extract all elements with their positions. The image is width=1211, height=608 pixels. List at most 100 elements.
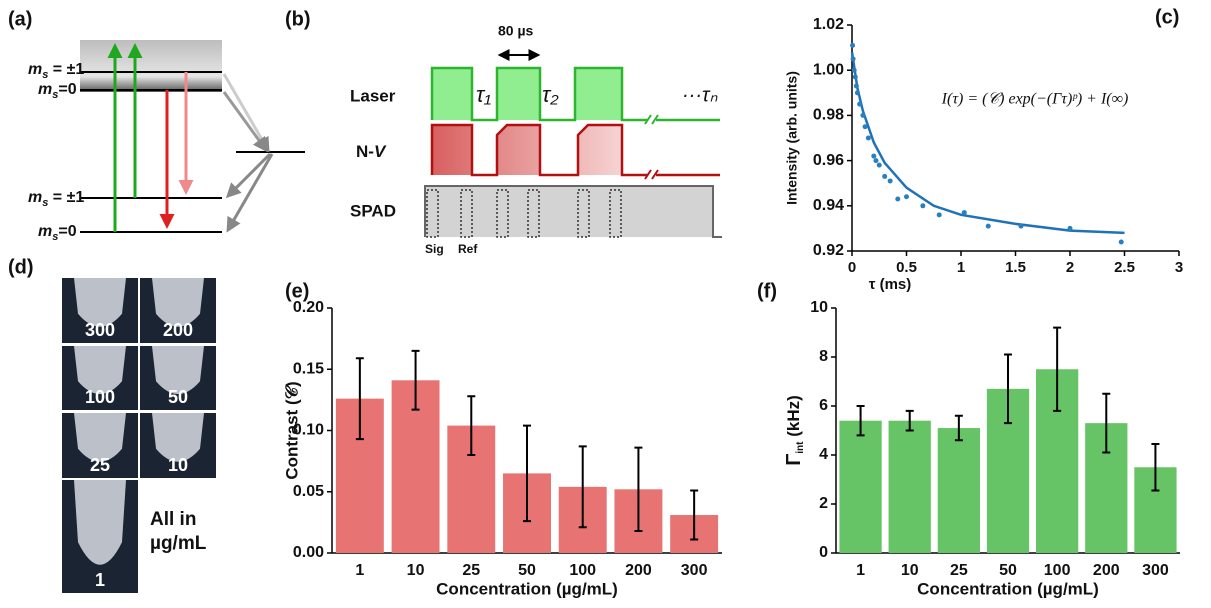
row-label: V	[374, 142, 387, 161]
level-label: ms=0	[38, 223, 77, 243]
data-point	[936, 212, 942, 218]
data-point	[860, 112, 866, 118]
y-axis-label: Γint (kHz)	[783, 395, 805, 466]
label-part: int	[795, 441, 806, 454]
data-point	[895, 196, 901, 202]
tube	[74, 413, 126, 462]
data-point	[865, 135, 871, 141]
data-point	[876, 162, 882, 168]
y-tick-label: 0.98	[813, 107, 844, 124]
tube-label: 10	[168, 455, 188, 475]
data-point	[862, 124, 868, 130]
gate-label: Ref	[458, 242, 478, 256]
excited-band	[80, 40, 222, 92]
error-bar	[578, 445, 587, 529]
x-tick-label: 100	[569, 562, 596, 579]
error-bar	[1053, 326, 1062, 412]
data-point	[887, 178, 893, 184]
laser-trace	[430, 66, 648, 122]
x-tick-label: 200	[1093, 562, 1120, 579]
gate-boxes	[426, 189, 622, 238]
x-tick-label: 1.5	[1005, 259, 1026, 276]
panel-label: (c)	[1155, 6, 1179, 28]
x-tick-label: 2	[1066, 259, 1074, 276]
arrow	[222, 73, 270, 153]
period-label: 80 µs	[498, 23, 534, 39]
axis-break	[644, 169, 659, 180]
tau-label: τ₂	[542, 82, 559, 107]
label-part: = ±1	[48, 61, 84, 78]
x-axis-label: Concentration (µg/mL)	[436, 579, 618, 598]
bar	[839, 420, 882, 553]
y-tick-label: 2	[819, 495, 828, 512]
data-point	[853, 83, 859, 89]
tau-label: τ₁	[476, 82, 491, 107]
error-bar	[411, 349, 420, 411]
data-point	[873, 158, 879, 164]
arrow	[226, 153, 274, 233]
row-label: SPAD	[350, 201, 396, 220]
x-tick-label: 100	[1044, 562, 1071, 579]
y-axis-label: Contrast (𝒞)	[282, 381, 301, 479]
data-point	[854, 90, 860, 96]
label-part: = ±1	[48, 189, 84, 206]
x-tick-label: 1	[355, 562, 364, 579]
energy-diagram: (a)	[8, 8, 305, 233]
x-tick-label: 50	[518, 562, 536, 579]
x-axis-label: Concentration (µg/mL)	[917, 579, 1099, 598]
label-part: m	[28, 189, 42, 206]
error-bar	[634, 446, 643, 532]
arrow	[225, 152, 272, 199]
data-point	[851, 67, 857, 73]
error-bar	[905, 409, 914, 432]
tube	[152, 278, 204, 327]
panel-label: (e)	[285, 280, 309, 302]
y-tick-label: 0.00	[293, 544, 324, 561]
x-tick-label: 50	[999, 562, 1017, 579]
data-point	[1118, 239, 1124, 245]
gate-label: Sig	[425, 242, 444, 256]
label-part: s	[52, 89, 58, 101]
x-axis-label: τ (ms)	[869, 276, 912, 293]
data-point	[857, 101, 863, 107]
x-tick-label: 25	[950, 562, 968, 579]
x-tick-label: 200	[625, 562, 652, 579]
label-part: m	[38, 223, 52, 240]
y-tick-label: 0.15	[293, 360, 324, 377]
tube	[74, 278, 126, 327]
data-point	[904, 194, 909, 200]
x-tick-label: 3	[1175, 259, 1183, 276]
x-tick-label: 1	[856, 562, 865, 579]
panel-label: (a)	[8, 8, 32, 30]
y-tick-label: 1.00	[813, 61, 844, 78]
photo-grid: (d) All in µg/mL 300 200 100 50 25 10 1	[8, 256, 216, 593]
tube-label: 25	[90, 455, 110, 475]
data-point	[961, 210, 967, 216]
label-part: s	[42, 197, 48, 209]
x-tick-label: 0	[848, 259, 856, 276]
note: All in	[150, 509, 196, 530]
tube-label: 100	[85, 387, 115, 407]
label-part: m	[28, 61, 42, 78]
error-bar	[856, 405, 865, 437]
y-tick-label: 0	[819, 544, 828, 561]
error-bar	[954, 414, 963, 442]
x-tick-label: 25	[462, 562, 480, 579]
tube	[152, 413, 204, 462]
data-point	[850, 56, 856, 62]
row-label: Laser	[350, 86, 396, 105]
x-tick-label: 300	[1142, 562, 1169, 579]
error-bar	[1151, 442, 1160, 492]
y-axis-label: Intensity (arb. units)	[784, 71, 800, 205]
bar	[888, 420, 931, 553]
error-bar	[523, 424, 531, 523]
label-part: s	[52, 231, 58, 243]
data-point	[920, 203, 926, 209]
y-tick-label: 8	[819, 348, 828, 365]
spad-trace	[424, 185, 722, 238]
annotation: I(τ) = (𝒞) exp(−(Γτ)ᵖ) + I(∞)	[941, 91, 1129, 108]
row-label: N-	[356, 142, 374, 161]
note: µg/mL	[150, 533, 207, 554]
bar	[937, 428, 980, 553]
tube	[74, 346, 126, 394]
